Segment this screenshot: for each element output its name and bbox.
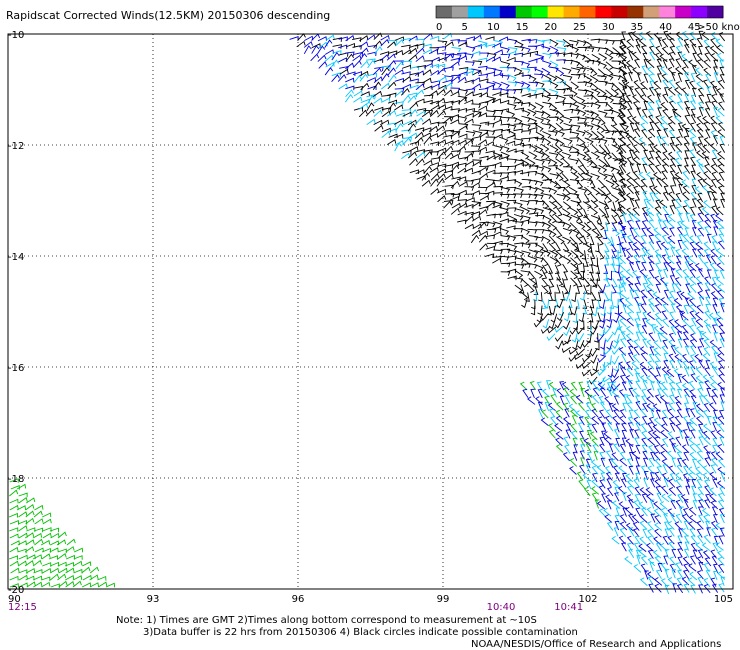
- lon-label: 99: [437, 594, 450, 605]
- colorbar-label: 25: [573, 22, 586, 33]
- colorbar-swatch: [707, 6, 724, 18]
- colorbar-label: 5: [462, 22, 468, 33]
- colorbar-swatch: [675, 6, 692, 18]
- lat-label: -20: [8, 585, 24, 596]
- colorbar-swatch: [579, 6, 596, 18]
- map-title: Rapidscat Corrected Winds(12.5KM) 201503…: [6, 9, 331, 22]
- colorbar-label: 15: [516, 22, 529, 33]
- colorbar-swatch: [643, 6, 660, 18]
- colorbar-swatch: [499, 6, 517, 18]
- colorbar-swatch: [483, 6, 501, 18]
- wind-speed-colorbar: 0 5 10 15 20 25 30 35 40 45>50 knots: [435, 5, 740, 33]
- colorbar-label: 45: [688, 22, 701, 33]
- time-label: 10:40: [487, 602, 516, 613]
- lat-lon-grid: [8, 34, 733, 589]
- lon-label: 105: [714, 594, 733, 605]
- colorbar-swatch: [659, 6, 676, 18]
- colorbar-swatch: [611, 6, 628, 18]
- colorbar-swatch: [531, 6, 549, 18]
- lat-label: -12: [8, 141, 24, 152]
- lon-label: 93: [147, 594, 160, 605]
- colorbar-label: 35: [631, 22, 644, 33]
- colorbar-label: 40: [659, 22, 672, 33]
- lon-label: 102: [578, 594, 597, 605]
- colorbar-swatch: [595, 6, 612, 18]
- note-line-1: Note: 1) Times are GMT 2)Times along bot…: [116, 615, 537, 626]
- colorbar-swatch: [627, 6, 644, 18]
- colorbar-swatch: [691, 6, 708, 18]
- colorbar-swatch: [451, 6, 469, 18]
- colorbar-swatch: [515, 6, 533, 18]
- lat-label: -14: [8, 252, 24, 263]
- map-frame: [7, 33, 734, 590]
- wind-barbs-layer: [8, 30, 726, 595]
- time-label: 12:15: [8, 602, 37, 613]
- colorbar-label: >50 knots: [697, 22, 740, 33]
- lat-label: -16: [8, 363, 24, 374]
- time-labels: 12:15 10:40 10:41: [8, 602, 583, 613]
- colorbar-swatch: [436, 6, 453, 18]
- colorbar-swatch: [563, 6, 580, 18]
- colorbar-swatch: [467, 6, 485, 18]
- time-label: 10:41: [554, 602, 583, 613]
- lon-label: 96: [292, 594, 305, 605]
- colorbar-label: 30: [602, 22, 615, 33]
- latitude-labels: -10 -12 -14 -16 -18 -20: [8, 30, 24, 596]
- lon-label: 90: [8, 594, 21, 605]
- colorbar-label: 0: [436, 22, 442, 33]
- lat-label: -10: [8, 30, 24, 41]
- colorbar-label: 20: [544, 22, 557, 33]
- longitude-labels: 90 93 96 99 102 105: [8, 594, 733, 605]
- colorbar-label: 10: [487, 22, 500, 33]
- lat-label: -18: [8, 474, 24, 485]
- colorbar-swatch: [547, 6, 565, 18]
- note-line-2: 3)Data buffer is 22 hrs from 20150306 4)…: [143, 627, 578, 638]
- credit-line: NOAA/NESDIS/Office of Research and Appli…: [471, 639, 722, 650]
